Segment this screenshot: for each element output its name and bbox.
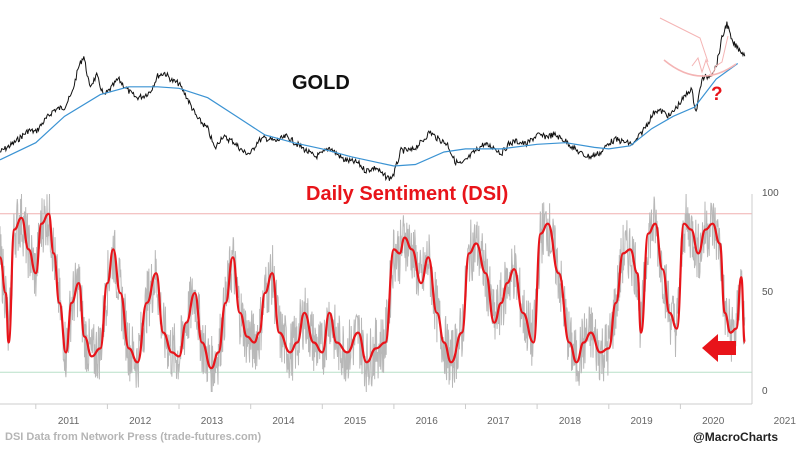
x-tick-label: 2011 <box>58 416 80 427</box>
left-arrow-icon <box>702 334 736 362</box>
dsi-y-tick-0: 0 <box>762 386 768 397</box>
x-tick-label: 2019 <box>630 416 653 427</box>
x-tick-label: 2014 <box>272 416 295 427</box>
x-tick-label: 2018 <box>559 416 582 427</box>
gold-panel <box>0 21 746 182</box>
x-tick-label: 2012 <box>129 416 152 427</box>
projected-base-curve <box>663 59 737 77</box>
x-tick-label: 2016 <box>416 416 439 427</box>
projected-path-line <box>691 35 729 78</box>
trend-channel-line <box>659 17 709 63</box>
dsi-y-tick-50: 50 <box>762 287 774 298</box>
x-tick-label: 2020 <box>702 416 725 427</box>
x-tick-label: 2021 <box>774 416 797 427</box>
source-note: DSI Data from Network Press (trade-futur… <box>5 431 262 443</box>
dsi-smoothed-line <box>0 212 746 370</box>
x-tick-label: 2013 <box>201 416 224 427</box>
dsi-y-tick-100: 100 <box>762 188 779 199</box>
x-tick-label: 2017 <box>487 416 510 427</box>
x-tick-label: 2015 <box>344 416 367 427</box>
dsi-x-axis: 2011 2012 2013 2014 2015 2016 2017 2018 2019 2020… <box>0 194 796 427</box>
dsi-chart-title: Daily Sentiment (DSI) <box>306 183 509 205</box>
annotations <box>659 17 737 362</box>
gold-price-line <box>0 21 746 182</box>
author-credit: @MacroCharts <box>693 430 779 444</box>
gold-chart-title: GOLD <box>292 72 350 94</box>
dsi-panel <box>0 193 752 393</box>
question-mark-annotation: ? <box>711 84 723 105</box>
gold-moving-average-line <box>0 63 739 167</box>
dsi-raw-line <box>0 193 746 393</box>
